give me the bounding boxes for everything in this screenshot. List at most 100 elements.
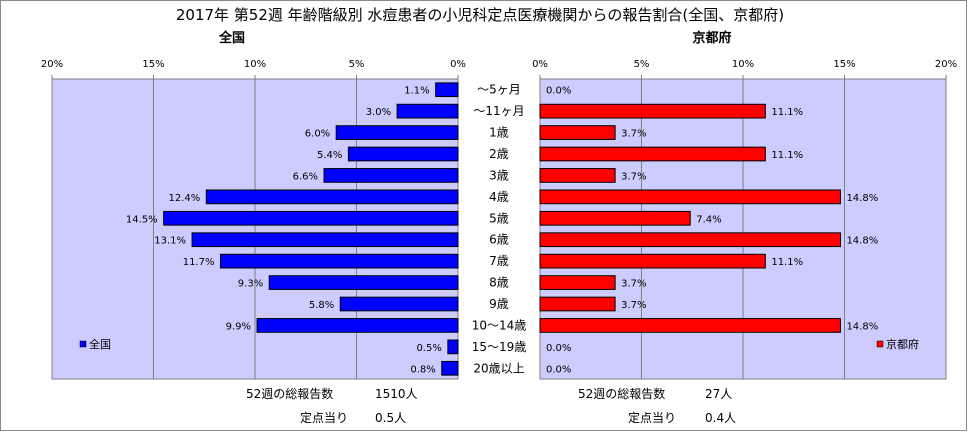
kyoto-total-value: 27人 [705, 387, 732, 401]
kyoto-bar [539, 146, 766, 162]
age-category-label: 1歳 [489, 126, 509, 140]
national-per-label: 定点当り [300, 410, 348, 425]
kyoto-data-label: 3.7% [621, 279, 646, 290]
kyoto-legend: 京都府 [876, 337, 919, 351]
kyoto-bar [539, 103, 766, 119]
kyoto-bar [539, 232, 841, 248]
national-data-label: 6.6% [293, 171, 318, 182]
age-category-label: 2歳 [489, 147, 509, 161]
national-bar [205, 189, 459, 205]
age-category-label: 8歳 [489, 276, 509, 290]
national-bar [219, 253, 459, 269]
national-bar [256, 318, 459, 333]
national-bar [163, 210, 459, 226]
kyoto-per-value: 0.4人 [705, 411, 736, 425]
kyoto-tick-label: 0% [532, 59, 548, 70]
kyoto-data-label: 11.1% [771, 107, 803, 118]
kyoto-bar [539, 168, 616, 183]
national-bar [191, 232, 459, 248]
kyoto-bar [539, 210, 691, 226]
national-data-label: 13.1% [154, 236, 186, 247]
national-data-label: 1.1% [404, 86, 429, 97]
national-subtitle: 全国 [218, 30, 245, 46]
kyoto-data-label: 7.4% [696, 214, 721, 225]
national-bar [441, 360, 459, 376]
kyoto-tick-label: 20% [935, 59, 957, 70]
national-footer: 52週の総報告数 1510人 定点当り 0.5人 [246, 386, 418, 425]
kyoto-data-label: 14.8% [846, 236, 878, 247]
national-data-label: 6.0% [305, 129, 330, 140]
national-legend: 全国 [79, 337, 111, 351]
national-tick-label: 20% [41, 59, 63, 70]
kyoto-bar [539, 318, 841, 333]
kyoto-bar [539, 189, 841, 205]
national-tick-label: 15% [142, 59, 164, 70]
national-total-label: 52週の総報告数 [246, 386, 333, 401]
national-data-label: 9.9% [226, 321, 251, 332]
kyoto-data-label: 3.7% [621, 300, 646, 311]
kyoto-data-label: 3.7% [621, 129, 646, 140]
kyoto-data-label: 0.0% [546, 343, 571, 354]
age-category-label: 15～19歳 [472, 340, 527, 354]
kyoto-x-axis: 0% 5% 10% 15% 20% [532, 59, 957, 79]
national-x-axis: 20% 15% 10% 5% 0% [41, 59, 466, 79]
kyoto-tick-label: 5% [634, 59, 650, 70]
national-data-label: 12.4% [168, 193, 200, 204]
national-data-label: 5.4% [317, 150, 342, 161]
national-bar [323, 168, 459, 183]
national-tick-label: 0% [450, 59, 466, 70]
kyoto-data-label: 0.0% [546, 364, 571, 375]
national-bar [435, 82, 459, 98]
kyoto-bar [539, 125, 616, 140]
kyoto-total-label: 52週の総報告数 [578, 386, 665, 401]
age-category-label: 6歳 [489, 233, 509, 247]
kyoto-data-label: 0.0% [546, 86, 571, 97]
age-category-label: 9歳 [489, 297, 509, 311]
age-categories: ～5ヶ月 ～11ヶ月 1歳 2歳 3歳 4歳 5歳 6歳 7歳 8歳 9歳 10～14歳 15～19歳 2… [472, 83, 527, 376]
kyoto-data-label: 14.8% [846, 321, 878, 332]
national-legend-swatch [79, 340, 87, 348]
national-tick-label: 5% [349, 59, 365, 70]
kyoto-legend-label: 京都府 [886, 337, 919, 351]
kyoto-tick-label: 10% [732, 59, 754, 70]
national-data-label: 14.5% [126, 214, 158, 225]
age-category-label: 4歳 [489, 190, 509, 204]
age-category-label: ～11ヶ月 [473, 104, 524, 118]
national-bar [335, 125, 459, 140]
kyoto-footer: 52週の総報告数 27人 定点当り 0.4人 [578, 386, 736, 425]
national-data-label: 9.3% [238, 279, 263, 290]
kyoto-data-label: 11.1% [771, 150, 803, 161]
national-bars: 1.1% 3.0% 6.0% 5.4% 6.6% 12.4% 14.5% 13.1% 11.7%… [126, 82, 459, 376]
national-bar [268, 275, 459, 290]
age-category-label: 20歳以上 [473, 361, 524, 375]
kyoto-data-label: 3.7% [621, 171, 646, 182]
national-legend-label: 全国 [89, 337, 111, 351]
national-data-label: 0.5% [416, 343, 441, 354]
age-category-label: 10～14歳 [472, 318, 527, 332]
kyoto-data-label: 14.8% [846, 193, 878, 204]
kyoto-tick-label: 15% [833, 59, 855, 70]
kyoto-data-label: 11.1% [771, 257, 803, 268]
kyoto-legend-swatch [876, 340, 884, 348]
national-data-label: 0.8% [410, 364, 435, 375]
kyoto-subtitle: 京都府 [692, 30, 731, 46]
kyoto-bar [539, 275, 616, 290]
national-bar [447, 339, 459, 355]
national-bar [347, 146, 459, 162]
national-per-value: 0.5人 [375, 411, 406, 425]
kyoto-bar [539, 253, 766, 269]
age-category-label: 3歳 [489, 168, 509, 182]
age-category-label: 5歳 [489, 211, 509, 225]
national-tick-label: 10% [244, 59, 266, 70]
national-bar [339, 296, 459, 312]
kyoto-bars: 0.0% 11.1% 3.7% 11.1% 3.7% 14.8% 7.4% 14.8% 11.1… [539, 86, 878, 375]
chart-title: 2017年 第52週 年齢階級別 水痘患者の小児科定点医療機関からの報告割合(全… [176, 6, 784, 24]
kyoto-bar [539, 296, 616, 312]
kyoto-per-label: 定点当り [628, 410, 676, 425]
age-category-label: 7歳 [489, 254, 509, 268]
national-data-label: 11.7% [183, 257, 215, 268]
age-category-label: ～5ヶ月 [477, 83, 521, 97]
national-bar [396, 103, 459, 119]
national-total-value: 1510人 [375, 387, 418, 401]
